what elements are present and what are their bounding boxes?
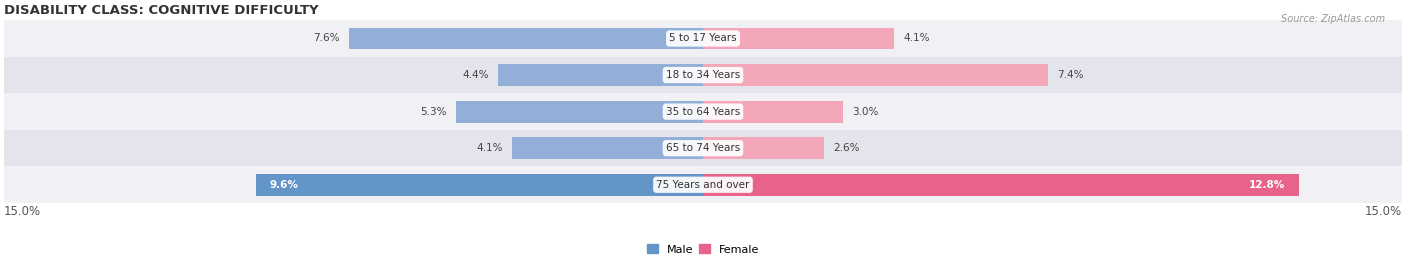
Text: 12.8%: 12.8% [1249,180,1285,190]
Bar [4,20,1402,57]
Text: 35 to 64 Years: 35 to 64 Years [666,107,740,117]
Bar [4,57,1402,93]
Text: 4.1%: 4.1% [903,33,929,43]
Bar [256,174,703,196]
Bar [703,28,894,49]
Text: 5.3%: 5.3% [420,107,447,117]
Legend: Male, Female: Male, Female [643,240,763,259]
Bar [703,101,842,123]
Bar [703,137,824,159]
Text: 15.0%: 15.0% [4,205,41,218]
Text: 18 to 34 Years: 18 to 34 Years [666,70,740,80]
Bar [498,64,703,86]
Bar [512,137,703,159]
Bar [4,93,1402,130]
Text: 7.6%: 7.6% [314,33,340,43]
Text: 3.0%: 3.0% [852,107,879,117]
Text: 75 Years and over: 75 Years and over [657,180,749,190]
Text: 9.6%: 9.6% [270,180,298,190]
Text: 7.4%: 7.4% [1057,70,1084,80]
Text: DISABILITY CLASS: COGNITIVE DIFFICULTY: DISABILITY CLASS: COGNITIVE DIFFICULTY [4,4,319,17]
Text: 2.6%: 2.6% [834,143,860,153]
Bar [703,174,1299,196]
Text: 15.0%: 15.0% [1365,205,1402,218]
Bar [4,130,1402,167]
Text: 4.1%: 4.1% [477,143,503,153]
Text: 4.4%: 4.4% [463,70,489,80]
Text: Source: ZipAtlas.com: Source: ZipAtlas.com [1281,14,1385,23]
Bar [456,101,703,123]
Bar [703,64,1047,86]
Bar [349,28,703,49]
Bar [4,167,1402,203]
Text: 5 to 17 Years: 5 to 17 Years [669,33,737,43]
Text: 65 to 74 Years: 65 to 74 Years [666,143,740,153]
